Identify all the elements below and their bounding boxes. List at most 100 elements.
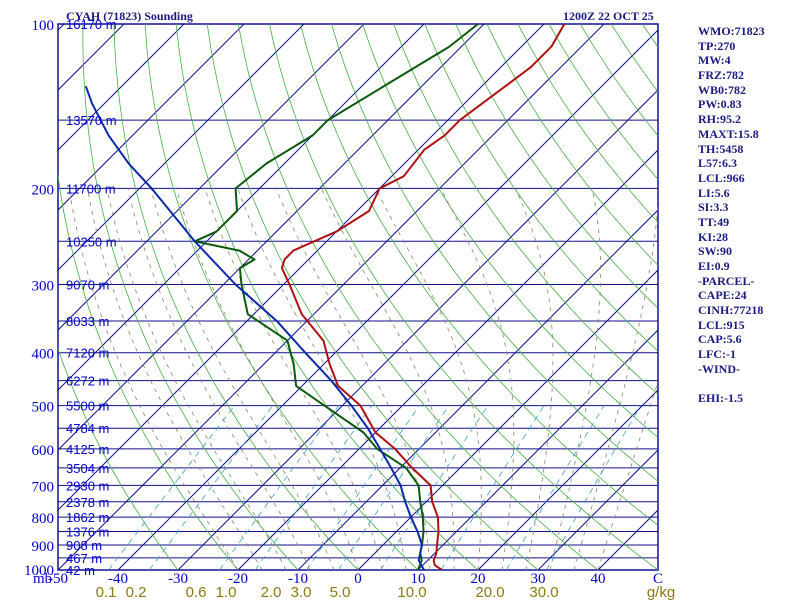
moist-adiabat-line — [275, 188, 431, 570]
temperature-tick-label: 20 — [471, 571, 486, 587]
moist-adiabat-line — [204, 188, 383, 570]
background-grid — [0, 24, 658, 570]
mixing-ratio-line — [379, 405, 489, 570]
dry-adiabat-line — [393, 24, 658, 395]
mixing-ratio-label: 0.1 — [96, 584, 117, 600]
sounding-index-item: LI:5.6 — [698, 185, 730, 200]
sounding-index-item: MAXT:15.8 — [698, 126, 759, 141]
parcel-trace — [84, 85, 425, 570]
pressure-unit-label: mb — [33, 571, 52, 587]
height-label: 42 m — [66, 563, 95, 578]
moist-adiabat-line — [127, 188, 311, 570]
dry-adiabat-line — [269, 24, 658, 570]
sounding-index-item: SI:3.3 — [698, 200, 729, 215]
pressure-label: 700 — [32, 479, 55, 495]
temperature-tick-label: -40 — [108, 571, 128, 587]
traces — [84, 24, 566, 570]
sounding-index-item: KI:28 — [698, 229, 728, 244]
height-label: 7120 m — [66, 346, 109, 361]
temperature-tick-label: 10 — [411, 571, 426, 587]
plot-frame — [57, 23, 659, 571]
height-label: 908 m — [66, 538, 102, 553]
moist-adiabat-line — [175, 188, 359, 570]
sounding-index-item: LFC:-1 — [698, 347, 736, 362]
isotherm-line — [58, 24, 545, 511]
isotherm-line — [177, 89, 658, 570]
sounding-index-item: WMO:71823 — [698, 24, 765, 38]
temperature-tick-label: -10 — [288, 571, 308, 587]
pressure-label: 100 — [32, 18, 55, 34]
sounding-index-item: LCL:915 — [698, 317, 745, 332]
height-label: 5500 m — [66, 399, 109, 414]
mixing-ratio-label: 20.0 — [475, 584, 504, 600]
mixing-ratio-label: 10.0 — [397, 584, 426, 600]
sounding-indices: WMO:71823 TP:270 MW:4 FRZ:782 WB0:782 PW:0.83… — [698, 24, 798, 406]
moist-adiabat-line — [106, 188, 287, 570]
temperature-tick-label: C — [653, 571, 663, 587]
chart-title: CYAH (71823) Sounding — [66, 9, 193, 23]
height-label: 4784 m — [66, 421, 109, 436]
dry-adiabat-line — [486, 24, 658, 266]
isotherm-line — [0, 24, 4, 570]
isotherm-line — [58, 24, 305, 271]
pressure-label: 600 — [32, 443, 55, 459]
temperature-trace — [280, 24, 566, 570]
temperature-tick-label: -20 — [228, 571, 248, 587]
mixing-ratio-line — [254, 405, 373, 570]
isotherm-line — [477, 389, 658, 570]
mixing-ratio-line — [148, 405, 274, 570]
moist-adiabat-line — [321, 188, 455, 570]
isotherm-line — [58, 24, 425, 391]
mixing-ratio-line — [505, 405, 605, 570]
mixing-ratio-label: 0.6 — [186, 584, 207, 600]
temperature-tick-label: 30 — [531, 571, 546, 587]
height-label: 2378 m — [66, 495, 109, 510]
sounding-index-item: EHI:-1.5 — [698, 391, 743, 406]
isotherm-line — [58, 24, 245, 211]
chart-timestamp: 1200Z 22 OCT 25 — [563, 9, 654, 23]
dry-adiabat-line — [144, 24, 419, 570]
pressure-label: 400 — [32, 347, 55, 363]
mixing-ratio-line — [337, 405, 450, 570]
dry-adiabat-line — [175, 24, 479, 570]
isotherm-line — [297, 209, 658, 570]
height-label: 13570 m — [66, 113, 117, 128]
sounding-index-item: WB0:782 — [698, 82, 746, 97]
height-label: 9070 m — [66, 278, 109, 293]
sounding-index-item: FRZ:782 — [698, 68, 744, 83]
pressure-label: 200 — [32, 182, 55, 198]
isotherm-line — [117, 29, 658, 570]
mixing-ratio-label: 5.0 — [330, 584, 351, 600]
sounding-index-item: LCL:966 — [698, 170, 745, 185]
temperature-tick-label: 0 — [354, 571, 362, 587]
temperature-tick-label: -30 — [168, 571, 188, 587]
sounding-index-item: CINH:77218 — [698, 303, 764, 318]
mixing-ratio-unit-label: g/kg — [647, 584, 675, 600]
dry-adiabat-line — [300, 24, 658, 526]
height-label: 2930 m — [66, 478, 109, 493]
pressure-label: 300 — [32, 279, 55, 295]
sounding-index-item: -WIND- — [698, 361, 740, 376]
mixing-ratio-line — [219, 405, 340, 570]
dry-adiabat-line — [331, 24, 658, 482]
height-label: 3504 m — [66, 461, 109, 476]
height-label: 1376 m — [66, 525, 109, 540]
isotherm-line — [58, 24, 185, 151]
mixing-ratio-label: 30.0 — [529, 584, 558, 600]
isotherm-line — [417, 329, 658, 570]
height-label: 11700 m — [66, 181, 116, 196]
isotherm-line — [58, 24, 365, 331]
dry-adiabat-line — [206, 24, 539, 570]
moist-adiabat-line — [87, 188, 263, 570]
sounding-index-item: TT:49 — [698, 214, 730, 229]
sounding-index-item: CAPE:24 — [698, 288, 747, 303]
isotherm-line — [537, 449, 658, 570]
moist-adiabat-line — [514, 188, 554, 570]
mixing-ratio-label: 2.0 — [261, 584, 282, 600]
sounding-index-item: TP:270 — [698, 38, 736, 53]
isotherm-line — [237, 149, 658, 570]
sounding-index-item: TH:5458 — [698, 141, 744, 156]
pressure-label: 500 — [32, 400, 55, 416]
